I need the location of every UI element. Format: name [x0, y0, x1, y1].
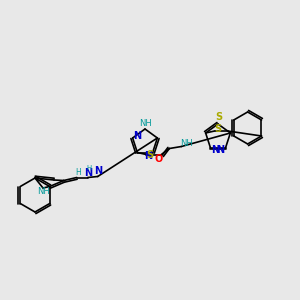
Text: S: S — [215, 112, 223, 122]
Text: S: S — [214, 124, 221, 134]
Text: S: S — [146, 149, 153, 160]
Text: N: N — [134, 131, 142, 141]
Text: N: N — [94, 167, 102, 176]
Text: H: H — [86, 166, 91, 172]
Text: NH: NH — [139, 118, 152, 127]
Text: N: N — [217, 145, 225, 154]
Text: O: O — [154, 154, 163, 164]
Text: N: N — [211, 145, 219, 154]
Text: H: H — [75, 168, 81, 177]
Text: NH: NH — [38, 188, 50, 196]
Text: N: N — [145, 151, 153, 160]
Text: NH: NH — [180, 139, 193, 148]
Text: N: N — [84, 167, 92, 178]
